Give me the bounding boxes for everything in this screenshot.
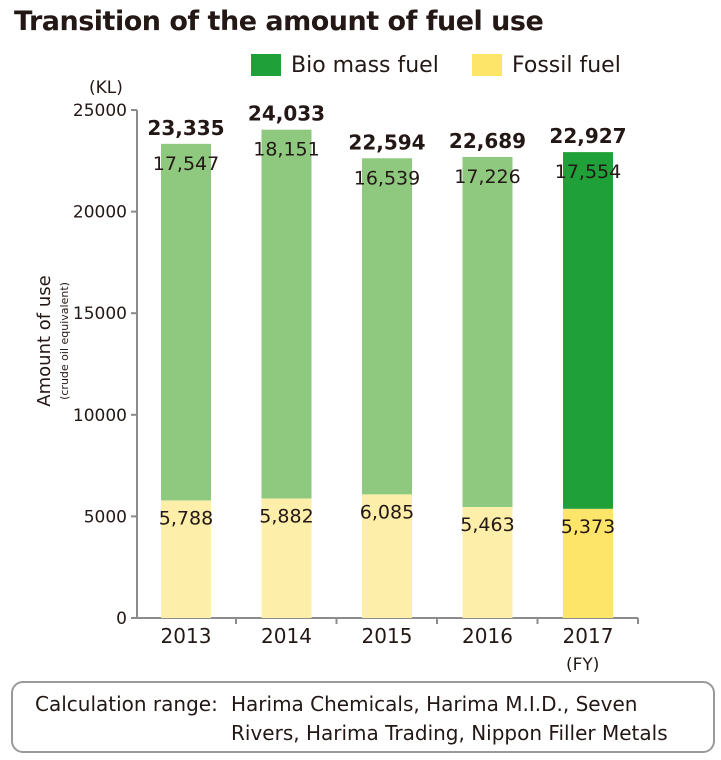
legend-item-bio-mass: Bio mass fuel: [251, 52, 439, 78]
x-tick-label-2016: 2016: [462, 624, 513, 648]
total-label-2017: 22,927: [549, 124, 626, 148]
legend-swatch-fossil: [472, 54, 502, 76]
fossil-value-label-2013: 5,788: [159, 507, 213, 529]
x-tick-label-2013: 2013: [161, 624, 212, 648]
bar-fossil-2016: [462, 506, 513, 618]
legend-swatch-bio-mass: [251, 54, 281, 76]
note-text-line-2: Rivers, Harima Trading, Nippon Filler Me…: [231, 721, 668, 745]
stacked-bar-chart: 0 5000 10000 15000 20000 25000 (KL) (FY) Amount …: [34, 78, 639, 675]
legend-label-bio-mass: Bio mass fuel: [291, 52, 439, 78]
y-tick-label: 5000: [84, 507, 127, 527]
y-tick-label: 25000: [73, 101, 127, 121]
bar-fossil-2013: [161, 500, 211, 618]
x-tick-label-2017: 2017: [563, 624, 614, 648]
y-tick-label: 0: [116, 609, 127, 629]
fossil-value-label-2015: 6,085: [360, 501, 414, 523]
bar-bio-mass-2016: [462, 156, 513, 507]
bar-bio-mass-2014: [261, 129, 312, 499]
legend-label-fossil: Fossil fuel: [512, 52, 621, 78]
fossil-value-label-2016: 5,463: [460, 514, 514, 536]
bar-bio-mass-2013: [161, 143, 211, 501]
total-label-2014: 24,033: [248, 102, 325, 126]
total-label-2013: 23,335: [147, 116, 224, 140]
y-tick-label: 15000: [73, 304, 127, 324]
legend-item-fossil: Fossil fuel: [472, 52, 621, 78]
y-axis-title: Amount of use: [34, 275, 55, 406]
bar-fossil-2015: [362, 494, 412, 618]
bar-bio-mass-2017: [563, 152, 613, 509]
y-tick-label: 10000: [73, 406, 127, 426]
chart-title: Transition of the amount of fuel use: [14, 6, 544, 37]
bio-mass-value-label-2017: 17,554: [555, 161, 621, 183]
y-unit-label: (KL): [89, 78, 123, 98]
bar-fossil-2017: [563, 508, 613, 618]
note-label: Calculation range:: [35, 692, 218, 716]
x-unit-label: (FY): [566, 655, 599, 675]
total-label-2015: 22,594: [348, 130, 425, 154]
fossil-value-label-2014: 5,882: [259, 505, 313, 527]
calculation-range-note: Calculation range: Harima Chemicals, Har…: [11, 681, 715, 753]
fossil-value-label-2017: 5,373: [561, 516, 615, 538]
bio-mass-value-label-2013: 17,547: [153, 153, 219, 175]
y-tick-label: 20000: [73, 203, 127, 223]
note-text-line-1: Harima Chemicals, Harima M.I.D., Seven: [231, 692, 638, 716]
bio-mass-value-label-2014: 18,151: [253, 139, 319, 161]
total-label-2016: 22,689: [449, 129, 526, 153]
x-tick-label-2014: 2014: [261, 624, 312, 648]
bar-fossil-2014: [261, 498, 312, 618]
y-axis-subtitle: (crude oil equivalent): [58, 282, 71, 400]
bio-mass-value-label-2016: 17,226: [454, 166, 520, 188]
bio-mass-value-label-2015: 16,539: [354, 167, 420, 189]
x-tick-label-2015: 2015: [362, 624, 413, 648]
bar-bio-mass-2015: [362, 158, 412, 495]
